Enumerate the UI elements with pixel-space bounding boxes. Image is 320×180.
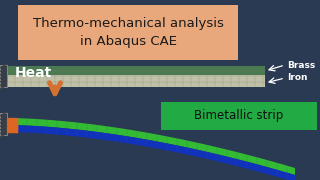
Text: Heat: Heat [15, 66, 52, 80]
Text: Iron: Iron [287, 73, 308, 82]
Bar [7, 66, 265, 75]
Text: Thermo-mechanical analysis
in Abaqus CAE: Thermo-mechanical analysis in Abaqus CAE [33, 17, 223, 48]
Polygon shape [7, 125, 295, 180]
Polygon shape [7, 118, 295, 175]
Bar [0, 113, 7, 135]
Text: Bimetallic strip: Bimetallic strip [194, 109, 284, 123]
Bar [7, 75, 265, 87]
FancyBboxPatch shape [161, 102, 317, 130]
FancyBboxPatch shape [18, 5, 238, 60]
Bar [0, 65, 7, 87]
Text: Brass: Brass [287, 60, 315, 69]
